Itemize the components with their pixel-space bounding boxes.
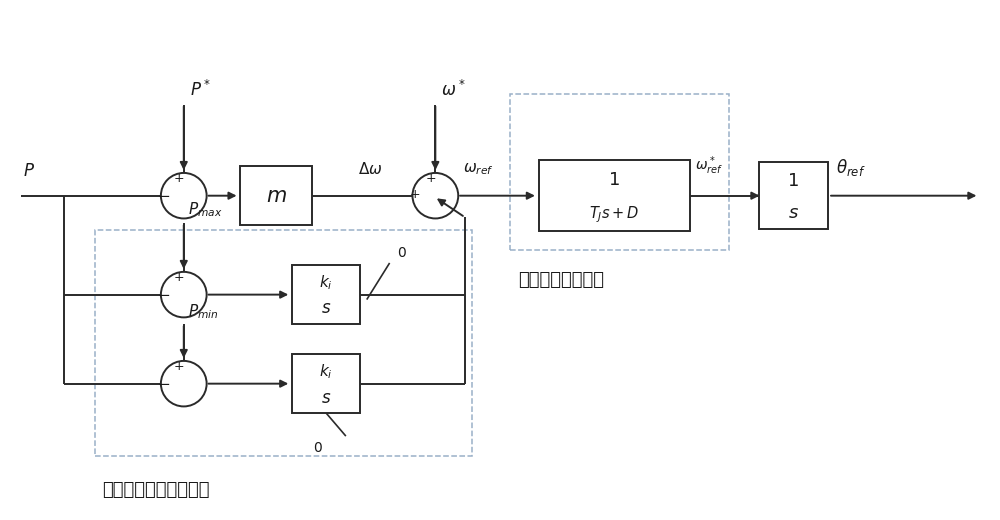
Text: $\omega_{ref}$: $\omega_{ref}$ [463,161,494,177]
Text: $-$: $-$ [157,286,170,301]
Text: $k_i$: $k_i$ [319,274,333,292]
Text: $P$: $P$ [23,162,35,180]
Text: $1$: $1$ [787,172,799,190]
Text: $+$: $+$ [409,188,420,201]
Text: $0$: $0$ [397,246,406,260]
Bar [292,265,360,324]
Text: $P^*$: $P^*$ [190,80,211,100]
Bar [539,160,690,231]
Text: $s$: $s$ [321,388,331,407]
Circle shape [161,361,207,407]
Text: $+$: $+$ [173,360,184,373]
Circle shape [161,272,207,317]
Text: $1$: $1$ [608,171,620,189]
Bar [95,230,472,456]
Text: $\theta_{ref}$: $\theta_{ref}$ [836,157,866,178]
Text: $s$: $s$ [788,203,799,222]
Text: $\omega^*$: $\omega^*$ [441,80,466,100]
Text: $+$: $+$ [173,271,184,284]
Text: $+$: $+$ [425,172,436,185]
Text: $\omega^*_{ref}$: $\omega^*_{ref}$ [695,154,723,177]
Text: $s$: $s$ [321,300,331,318]
Text: $T_Js+D$: $T_Js+D$ [589,204,640,225]
Text: $\Delta\omega$: $\Delta\omega$ [358,161,383,177]
Text: $P_{max}$: $P_{max}$ [188,201,222,219]
Text: $P_{min}$: $P_{min}$ [188,303,218,321]
Bar [240,166,312,225]
Circle shape [161,173,207,218]
Text: $k_i$: $k_i$ [319,362,333,381]
Text: $-$: $-$ [157,375,170,390]
Circle shape [412,173,458,218]
Text: 虚拟慢性控制环节: 虚拟慢性控制环节 [518,271,604,289]
Text: 有功功率限幅控制环节: 有功功率限幅控制环节 [102,480,210,499]
Bar [759,162,828,229]
Bar [510,94,729,250]
Text: $-$: $-$ [157,187,170,202]
Bar [292,354,360,413]
Text: $0$: $0$ [313,441,323,455]
Text: $+$: $+$ [173,172,184,185]
Text: $m$: $m$ [266,186,287,206]
